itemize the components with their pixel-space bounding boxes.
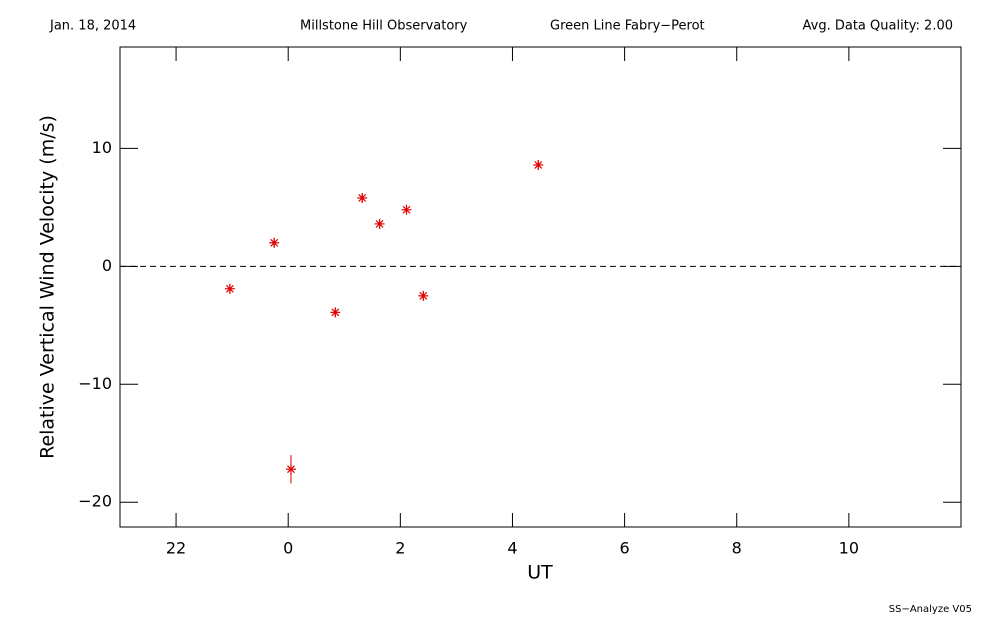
footer: SS−Analyze V05 xyxy=(889,604,972,615)
point xyxy=(357,192,368,203)
point xyxy=(269,237,280,248)
y-tick-label: 10 xyxy=(92,138,112,157)
plot-frame xyxy=(119,46,962,528)
point xyxy=(374,218,385,229)
x-axis-label: UT xyxy=(527,562,553,584)
header-quality: Avg. Data Quality: 2.00 xyxy=(803,19,953,34)
point xyxy=(286,464,297,475)
x-tick-label: 8 xyxy=(732,539,742,558)
point xyxy=(224,283,235,294)
header-instrument: Green Line Fabry−Perot xyxy=(550,19,705,34)
point xyxy=(401,204,412,215)
point xyxy=(418,290,429,301)
header-site: Millstone Hill Observatory xyxy=(300,19,468,34)
x-tick-label: 4 xyxy=(507,539,517,558)
y-tick-label: −10 xyxy=(78,374,112,393)
x-tick-label: 22 xyxy=(166,539,186,558)
x-tick-label: 2 xyxy=(395,539,405,558)
point xyxy=(533,159,544,170)
x-tick-label: 0 xyxy=(283,539,293,558)
point xyxy=(330,307,341,318)
y-axis-label: Relative Vertical Wind Velocity (m/s) xyxy=(37,115,59,459)
x-tick-label: 6 xyxy=(620,539,630,558)
y-tick-label: −20 xyxy=(78,492,112,511)
x-tick-label: 10 xyxy=(839,539,859,558)
y-tick-label: 0 xyxy=(102,256,112,275)
header-date: Jan. 18, 2014 xyxy=(49,19,136,34)
